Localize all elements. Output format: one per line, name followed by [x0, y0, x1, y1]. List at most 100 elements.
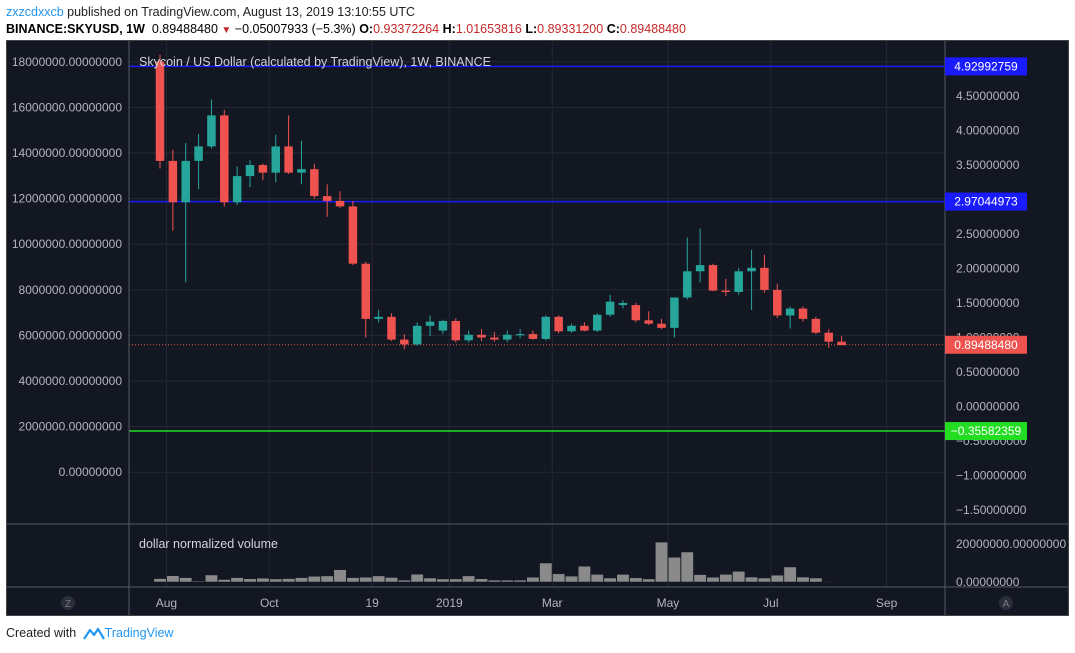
volume-bar [822, 581, 836, 583]
last-price-box [945, 335, 1027, 354]
volume-bar [565, 575, 578, 583]
x-tick-label: 2019 [436, 596, 463, 610]
volume-bar [539, 562, 553, 583]
candle-body [155, 61, 165, 161]
candle-body [245, 165, 255, 177]
tradingview-logo-icon [82, 627, 105, 640]
left-tick-label: 10000000.00000000 [12, 237, 122, 251]
left-tick-label: 2000000.00000000 [19, 420, 123, 434]
candle-body [605, 301, 615, 315]
auto-scale-toggle[interactable] [999, 596, 1013, 610]
candle-body [567, 325, 576, 332]
right-tick-label: 2.00000000 [956, 262, 1020, 276]
author-link[interactable]: zxzcdxxcb [6, 5, 64, 19]
volume-bar [719, 574, 733, 583]
candle-body [785, 308, 795, 316]
current-price: 0.89488480 [151, 22, 218, 36]
volume-bar [295, 577, 308, 583]
ohlc-line: BINANCE:SKYUSD, 1W 0.89488480 ▼ −0.05007… [6, 21, 686, 39]
volume-bar [693, 574, 707, 583]
candle-body [811, 318, 821, 333]
candle-body [168, 160, 178, 203]
volume-bar [385, 577, 398, 583]
volume-bar [230, 577, 244, 583]
candle-body [798, 308, 808, 319]
price-label-text: 4.92992759 [954, 59, 1018, 73]
volume-bar [655, 541, 668, 583]
candle-body [708, 265, 718, 291]
right-tick-label: −1.50000000 [956, 503, 1027, 517]
candle-body [361, 263, 371, 319]
volume-bar [732, 571, 746, 583]
price-label-box [945, 422, 1027, 441]
volume-bar [436, 578, 450, 583]
volume-bar [616, 574, 630, 583]
publish-line: zxzcdxxcb published on TradingView.com, … [6, 4, 415, 20]
candle-body [695, 265, 705, 272]
time-axis-ticks: Aug Oct 19 2019 Mar May Jul Sep [156, 596, 898, 610]
tradingview-brand-link[interactable]: TradingView [104, 626, 174, 640]
volume-bar [500, 579, 514, 583]
price-chart[interactable]: 18000000.00000000 16000000.00000000 140000… [7, 41, 1068, 615]
price-label-text: 2.97044973 [954, 195, 1018, 209]
candle-body [220, 115, 229, 203]
volume-bar [307, 576, 321, 583]
right-tick-label: 2.50000000 [956, 227, 1020, 241]
price-line-labels: 4.92992759 2.97044973 −0.35582359 0.8948848… [945, 57, 1027, 441]
candle-body [181, 160, 190, 203]
candle-body [631, 305, 641, 321]
high-label: H: [442, 22, 456, 36]
symbol-label: BINANCE:SKYUSD, 1W [6, 22, 145, 36]
volume-bar [192, 580, 206, 583]
open-label: O: [359, 22, 374, 36]
volume-bar [796, 576, 810, 583]
auto-scale-icon: A [1003, 599, 1010, 610]
candle-body [734, 271, 743, 292]
left-axis-ticks: 18000000.00000000 16000000.00000000 140000… [12, 55, 122, 479]
volume-bar [706, 577, 720, 583]
volume-bar [256, 577, 270, 583]
volume-bar [333, 569, 347, 583]
candle-body [297, 169, 306, 173]
right-tick-label: 4.00000000 [956, 124, 1020, 138]
volume-bar [487, 579, 501, 583]
created-with-label: Created with [6, 626, 77, 640]
candle-body [335, 200, 345, 207]
candle-body [464, 334, 473, 341]
volume-bar [217, 579, 231, 583]
candle-body [310, 169, 319, 197]
left-tick-label: 4000000.00000000 [19, 374, 123, 388]
candle-body [425, 321, 435, 326]
volume-bar [783, 566, 797, 583]
close-label: C: [606, 22, 620, 36]
volume-bar [179, 577, 193, 583]
volume-title: dollar normalized volume [139, 537, 278, 551]
x-tick-label: Jul [763, 596, 778, 610]
log-scale-toggle[interactable] [61, 596, 75, 610]
low-value: 0.89331200 [537, 22, 604, 36]
right-tick-label: 3.50000000 [956, 158, 1020, 172]
volume-bar [204, 574, 218, 583]
volume-bar [577, 565, 591, 583]
volume-bar [642, 578, 656, 583]
candle-body [721, 290, 731, 292]
candle-body [760, 267, 769, 290]
candle-body [232, 176, 242, 203]
volume-bar [552, 573, 566, 583]
left-tick-label: 6000000.00000000 [19, 328, 123, 342]
candle-body [258, 165, 268, 173]
left-tick-label: 18000000.00000000 [12, 55, 122, 69]
candle-body [554, 316, 563, 332]
candle-body [657, 323, 666, 328]
volume-bar [269, 578, 283, 583]
price-label-box [945, 57, 1027, 76]
candle-body [592, 314, 602, 331]
candle-body [271, 146, 280, 173]
x-tick-label: Mar [542, 596, 563, 610]
candle-body [284, 146, 293, 173]
candle-body [490, 337, 499, 340]
left-tick-label: 16000000.00000000 [12, 100, 122, 114]
price-label-box [945, 192, 1027, 211]
price-change: −0.05007933 (−5.3%) [234, 22, 356, 36]
candle-body [837, 341, 846, 346]
